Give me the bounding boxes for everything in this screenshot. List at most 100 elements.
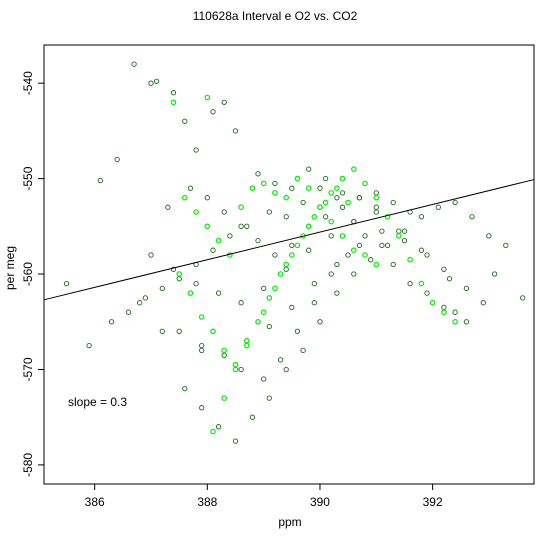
data-point-bright [283,194,290,201]
data-point-dark [362,233,368,239]
data-point-dark [424,290,430,296]
data-point-dark [114,156,120,163]
data-point-dark [63,280,70,287]
data-point-dark [272,180,278,187]
data-point-dark [289,304,295,311]
data-point-dark [480,300,486,306]
data-point-dark [272,252,278,258]
data-point-dark [170,90,177,96]
x-tick-label: 388 [197,495,217,509]
data-point-dark [266,209,272,215]
data-point-dark [334,290,340,296]
data-point-dark [339,204,346,210]
data-point-dark [345,252,351,258]
x-tick-label: 390 [310,495,330,509]
data-point-dark [170,266,177,272]
data-point-dark [300,199,306,206]
x-axis-label: ppm [278,515,301,529]
data-point-dark [238,300,244,306]
data-point-dark [153,78,160,84]
y-axis: -540 -550 -560 -570 -580 [21,71,44,477]
data-point-dark [356,195,363,201]
data-point-dark [317,319,323,325]
data-point-dark [311,280,317,287]
data-point-dark [396,228,402,234]
data-point-dark [520,295,526,301]
data-point-dark [193,147,199,153]
y-tick-label: -540 [21,71,35,95]
data-point-bright [429,299,436,306]
data-point-bright [322,199,329,206]
data-point-dark [424,252,430,258]
data-point-bright [294,175,301,182]
data-point-bright [317,204,323,211]
data-point-bright [373,261,380,268]
data-point-dark [255,171,261,177]
data-point-bright [272,285,278,292]
data-point-bright [266,295,273,301]
data-point-dark [306,247,312,253]
data-point-dark [182,118,188,124]
data-point-bright [418,280,425,287]
data-point-dark [283,214,289,220]
data-point-dark [193,280,199,287]
data-point-bright [272,190,278,196]
data-point-bright [339,175,346,182]
data-point-dark [221,99,227,105]
data-point-dark [221,352,227,358]
data-point-bright [187,290,194,296]
data-point-dark [339,190,346,196]
data-point-dark [232,128,239,134]
data-point-dark [418,214,425,220]
data-point-dark [322,214,329,220]
data-point-dark [289,242,295,249]
data-point-bright [260,180,267,187]
chart-title: 110628a Interval e O2 vs. CO2 [193,9,358,23]
data-point-bright [232,361,239,368]
data-point-dark [238,366,244,373]
data-point-dark [317,185,323,191]
data-point-dark [328,233,334,239]
data-point-dark [306,166,312,172]
data-point-dark [373,190,379,196]
data-point-dark [244,223,250,229]
data-point-bright [311,214,318,220]
data-point-dark [255,237,261,244]
data-point-bright [339,233,346,239]
data-point-bright [407,256,413,263]
data-point-dark [187,185,194,191]
data-point-bright [345,199,351,206]
data-point-bright [204,94,211,101]
data-point-dark [210,109,216,115]
data-point-dark [418,247,425,253]
data-point-dark [401,228,408,234]
data-point-dark [232,438,239,444]
data-point-dark [441,266,447,272]
data-point-dark [328,271,334,277]
data-point-dark [300,347,306,354]
data-point-bright [283,261,290,268]
y-axis-label: per meg [3,246,17,290]
data-point-dark [373,209,379,215]
data-point-dark [452,199,458,206]
data-point-dark [390,199,396,206]
y-tick-label: -580 [21,453,35,477]
data-point-dark [125,309,132,315]
data-point-bright [210,428,216,435]
data-point-dark [142,295,149,301]
data-point-bright [384,214,391,220]
data-point-dark [108,319,115,325]
data-point-dark [491,271,498,277]
data-point-dark [407,280,413,287]
data-point-dark [503,242,509,249]
data-point-dark [334,261,340,268]
data-point-dark [137,300,143,306]
data-point-dark [159,328,165,334]
regression-line [43,179,535,301]
data-point-dark [249,414,256,420]
data-point-dark [356,242,363,249]
data-point-dark [199,405,205,411]
data-point-bright [176,271,183,277]
data-point-bright [210,328,216,335]
